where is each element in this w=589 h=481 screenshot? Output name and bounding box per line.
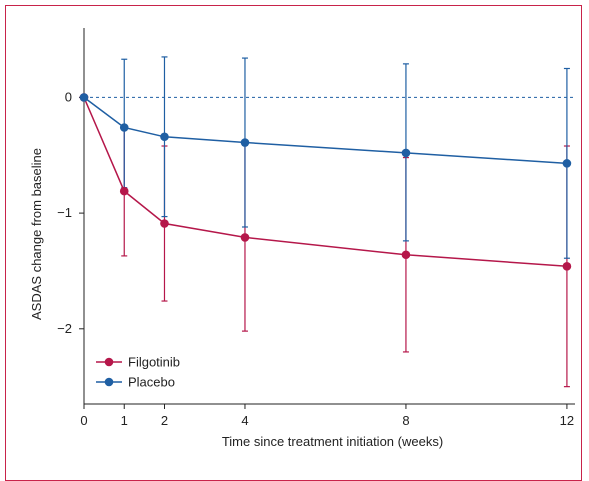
x-tick-label: 4 xyxy=(241,413,248,428)
x-tick-label: 8 xyxy=(402,413,409,428)
x-tick-label: 1 xyxy=(121,413,128,428)
axes: 0−1−20 1 2 4 8 12 xyxy=(57,28,575,428)
legend: Filgotinib Placebo xyxy=(96,355,180,390)
filgotinib-point xyxy=(240,233,250,242)
placebo-point xyxy=(562,159,572,168)
placebo-point xyxy=(119,123,129,132)
y-tick-label: 0 xyxy=(65,89,72,104)
filgotinib-point xyxy=(119,186,129,196)
placebo-point xyxy=(160,132,169,142)
x-tick-label: 0 xyxy=(80,413,87,428)
placebo-line xyxy=(83,96,567,165)
series-lines xyxy=(83,96,567,268)
filgotinib-legend-marker xyxy=(104,357,114,367)
y-axis-label: ASDAS change from baseline xyxy=(29,148,44,320)
placebo-point xyxy=(79,93,89,102)
placebo-point xyxy=(240,138,250,147)
x-axis-label: Time since treatment initiation (weeks) xyxy=(222,434,443,449)
y-tick-label: −2 xyxy=(57,321,72,336)
placebo-legend-label: Placebo xyxy=(128,375,175,390)
filgotinib-point xyxy=(160,219,169,228)
error-bars xyxy=(121,56,570,388)
placebo-legend-marker xyxy=(104,377,114,387)
filgotinib-point xyxy=(401,250,411,260)
x-tick-label: 2 xyxy=(161,413,168,428)
placebo-point xyxy=(401,148,411,158)
y-tick-label: −1 xyxy=(57,205,72,220)
x-tick-label: 12 xyxy=(560,413,574,428)
data-points xyxy=(79,93,572,271)
filgotinib-legend-label: Filgotinib xyxy=(128,355,180,370)
filgotinib-line xyxy=(83,97,567,268)
filgotinib-point xyxy=(562,262,572,271)
